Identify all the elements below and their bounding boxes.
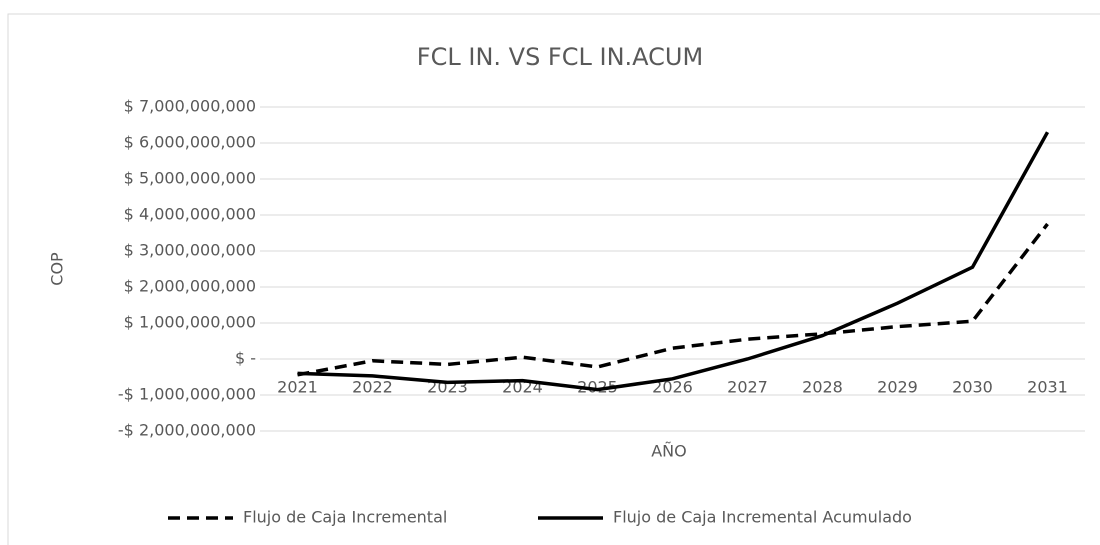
legend-label: Flujo de Caja Incremental [243, 508, 447, 527]
chart-title: FCL IN. VS FCL IN.ACUM [417, 43, 703, 71]
x-tick-label: 2029 [877, 378, 918, 397]
y-tick-label: $ 2,000,000,000 [124, 277, 256, 296]
y-tick-label: $ 4,000,000,000 [124, 205, 256, 224]
y-tick-label: $ 5,000,000,000 [124, 169, 256, 188]
y-axis-label: COP [48, 252, 67, 286]
x-tick-label: 2031 [1027, 378, 1068, 397]
series-line [297, 222, 1049, 377]
y-tick-label: $ 1,000,000,000 [124, 313, 256, 332]
y-tick-label: $ 6,000,000,000 [124, 133, 256, 152]
x-tick-label: 2025 [577, 378, 618, 397]
x-tick-label: 2030 [952, 378, 993, 397]
y-tick-label: -$ 1,000,000,000 [118, 385, 256, 404]
x-axis-label: AÑO [651, 442, 687, 461]
x-tick-label: 2027 [727, 378, 768, 397]
x-tick-label: 2028 [802, 378, 843, 397]
legend-label: Flujo de Caja Incremental Acumulado [613, 508, 912, 527]
y-tick-label: -$ 2,000,000,000 [118, 421, 256, 440]
x-tick-label: 2026 [652, 378, 693, 397]
y-tick-label: $ 7,000,000,000 [124, 97, 256, 116]
chart-border [7, 13, 1100, 545]
y-tick-label: $ - [235, 349, 256, 368]
series-line [297, 131, 1050, 392]
y-tick-label: $ 3,000,000,000 [124, 241, 256, 260]
x-tick-label: 2022 [352, 378, 393, 397]
x-tick-label: 2021 [277, 378, 318, 397]
